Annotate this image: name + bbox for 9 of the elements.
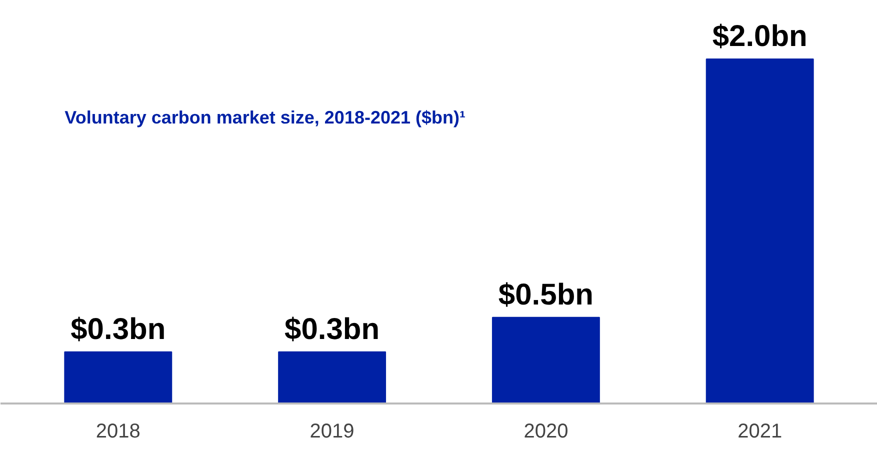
x-tick-label: 2020	[524, 420, 568, 442]
x-tick-label: 2019	[310, 420, 354, 442]
x-tick-label: 2021	[738, 420, 782, 442]
text: Voluntary carbon market size, 2018-2021 ($bn)¹	[64, 108, 466, 128]
data-label: $0.3bn	[284, 312, 380, 346]
data-label: $2.0bn	[712, 20, 808, 54]
x-tick-label: 2018	[96, 420, 140, 442]
data-label: $0.5bn	[498, 278, 594, 312]
data-label: $0.3bn	[70, 312, 166, 346]
